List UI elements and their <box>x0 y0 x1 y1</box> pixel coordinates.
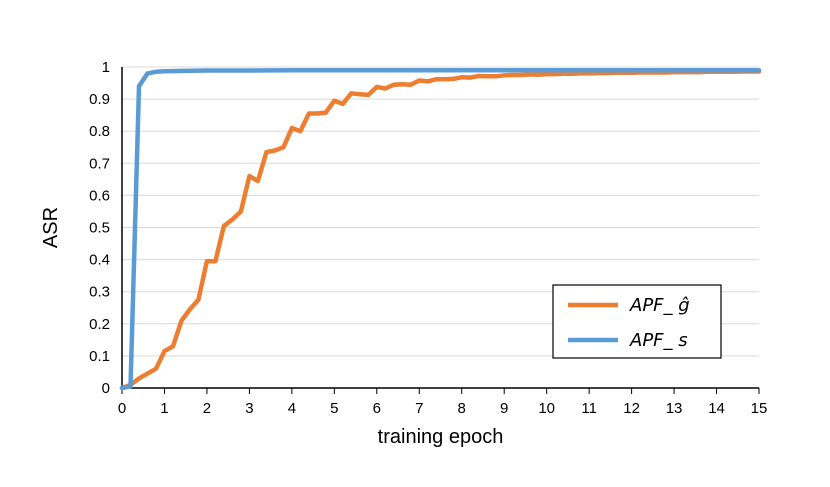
axes <box>121 67 759 389</box>
y-axis-title: ASR <box>40 207 62 248</box>
y-tick-label: 0.3 <box>89 284 110 301</box>
x-tick-label: 6 <box>373 400 381 417</box>
y-tick-label: 0.9 <box>89 91 110 108</box>
x-tick-label: 15 <box>751 400 768 417</box>
legend-box <box>552 284 722 359</box>
y-tick-label: 0.1 <box>89 348 110 365</box>
x-tick-label: 11 <box>581 400 597 417</box>
x-tick-label: 0 <box>118 400 126 417</box>
series-lines <box>119 67 762 391</box>
y-tick-label: 0.8 <box>89 123 110 140</box>
x-tick-label: 2 <box>203 400 211 417</box>
legend-label-apf-g: APF_ ĝ <box>629 295 690 316</box>
y-tick-label: 0.6 <box>89 187 110 204</box>
x-tick-label: 13 <box>666 400 683 417</box>
x-tick-label: 14 <box>708 400 725 417</box>
legend-label-apf-s: APF_ s <box>629 330 688 351</box>
x-tick-label: 7 <box>415 400 423 417</box>
series-line-1 <box>119 67 762 391</box>
y-tick-label: 0.2 <box>89 316 110 333</box>
x-tick-label: 1 <box>160 400 168 417</box>
x-tick-label: 5 <box>330 400 338 417</box>
x-tick-label: 10 <box>538 400 555 417</box>
x-tick-label: 12 <box>623 400 640 417</box>
y-tick-label: 0 <box>102 380 110 397</box>
y-tick-label: 0.7 <box>89 155 110 172</box>
y-tick-label: 1 <box>102 59 110 76</box>
tick-labels: 00.10.20.30.40.50.60.70.80.910 1 2 3 4 5 6 7 8 9 1… <box>89 59 767 417</box>
legend: APF_ ĝ APF_ s <box>552 284 722 359</box>
x-axis-title: training epoch <box>378 426 504 448</box>
y-tick-label: 0.5 <box>89 220 110 237</box>
x-tick-label: 3 <box>245 400 253 417</box>
x-tick-label: 4 <box>288 400 296 417</box>
gridlines <box>122 66 759 357</box>
y-tick-label: 0.4 <box>89 252 110 269</box>
x-tick-label: 8 <box>458 400 466 417</box>
x-tick-label: 9 <box>500 400 508 417</box>
series-line-0 <box>119 69 762 391</box>
